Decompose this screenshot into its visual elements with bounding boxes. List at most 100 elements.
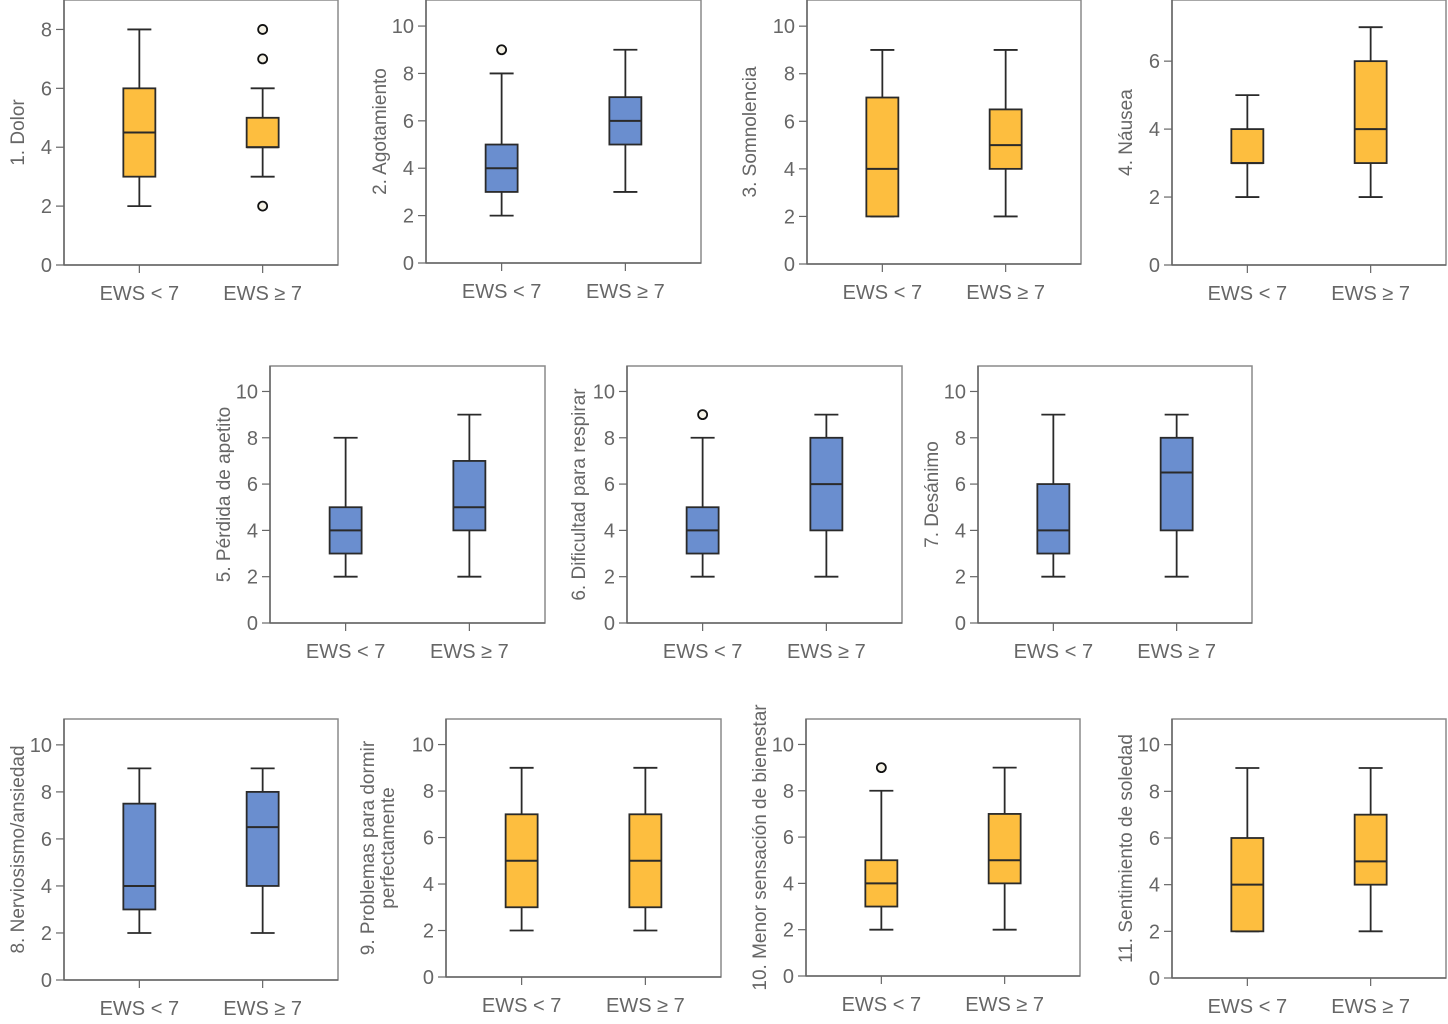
x-tick-label: EWS ≥ 7: [1137, 641, 1216, 663]
x-tick-label: EWS < 7: [1208, 283, 1287, 305]
y-tick-label: 10: [236, 381, 258, 403]
y-tick-label: 4: [41, 876, 52, 898]
x-tick-label: EWS ≥ 7: [1331, 996, 1410, 1018]
y-tick-label: 4: [423, 874, 434, 896]
y-tick-label: 10: [944, 381, 966, 403]
y-tick-label: 6: [604, 474, 615, 496]
x-tick-label: EWS ≥ 7: [787, 641, 866, 663]
outlier-point: [257, 53, 269, 65]
box-ews-lt-7: [1230, 94, 1265, 198]
y-tick-label: 8: [955, 428, 966, 450]
y-tick-label: 8: [41, 782, 52, 804]
plot-frame: [805, 718, 1081, 977]
y-tick-label: 2: [784, 206, 795, 228]
y-tick-label: 8: [41, 19, 52, 41]
y-tick-label: 2: [783, 920, 794, 942]
x-tick-label: EWS ≥ 7: [223, 283, 302, 305]
panel-5: 0 2 4 6 8 105. Pérdida de apetito EWS < 7 EWS ≥…: [214, 365, 546, 663]
y-tick-label: 4: [247, 520, 258, 542]
plot-frame: [977, 365, 1253, 624]
box-ews-lt-7: [1036, 413, 1071, 578]
y-tick-label: 6: [41, 829, 52, 851]
box-ews-ge-7: [1159, 413, 1194, 578]
x-tick-label: EWS ≥ 7: [966, 282, 1045, 304]
panel-8: 0 2 4 6 8 108. Nerviosismo/ansiedad EWS < 7 EWS…: [8, 718, 339, 1020]
y-tick-label: 6: [1149, 51, 1160, 73]
x-tick-label: EWS < 7: [306, 641, 385, 663]
y-tick-label: 2: [604, 567, 615, 589]
y-tick-label: 2: [403, 206, 414, 228]
y-tick-label: 10: [593, 381, 615, 403]
y-tick-label: 8: [604, 428, 615, 450]
outlier-point: [875, 762, 887, 774]
y-tick-label: 4: [41, 137, 52, 159]
y-tick-label: 2: [41, 923, 52, 945]
y-tick-label: 0: [247, 613, 258, 635]
y-tick-label: 10: [30, 735, 52, 757]
box-ews-ge-7: [608, 48, 643, 193]
x-tick-label: EWS < 7: [100, 998, 179, 1020]
y-axis-label: 6. Dificultad para respirar: [569, 388, 590, 601]
y-tick-label: 4: [1149, 875, 1160, 897]
box-ews-lt-7: [685, 409, 720, 578]
y-tick-label: 6: [423, 828, 434, 850]
plot-frame: [806, 0, 1082, 265]
box-ews-ge-7: [245, 767, 280, 934]
panel-6: 0 2 4 6 8 106. Dificultad para respirar EWS < …: [569, 365, 903, 663]
y-tick-label: 8: [784, 64, 795, 86]
outlier-point: [496, 44, 508, 56]
y-tick-label: 10: [392, 16, 414, 38]
box-ews-lt-7: [1230, 767, 1265, 933]
y-axis-label: 5. Pérdida de apetito: [214, 407, 235, 582]
plot-frame: [1171, 0, 1447, 266]
box-ews-lt-7: [865, 49, 900, 218]
y-tick-label: 0: [423, 967, 434, 989]
panel-1: 0 2 4 6 8 1. Dolor EWS < 7 EWS ≥ 7: [8, 0, 339, 305]
y-tick-label: 0: [604, 613, 615, 635]
y-axis-label: 4. Náusea: [1116, 89, 1137, 176]
y-tick-label: 0: [403, 253, 414, 275]
y-axis-label: 8. Nerviosismo/ansiedad: [8, 745, 29, 953]
box-ews-ge-7: [452, 413, 487, 578]
y-axis-label: 3. Somnolencia: [740, 66, 761, 197]
outlier-point: [257, 24, 269, 35]
x-tick-label: EWS < 7: [843, 282, 922, 304]
y-axis-label: perfectamente: [378, 787, 399, 908]
y-tick-label: 2: [41, 196, 52, 218]
y-tick-label: 10: [773, 16, 795, 38]
plot-frame: [425, 0, 702, 264]
y-tick-label: 0: [41, 255, 52, 277]
y-tick-label: 4: [955, 520, 966, 542]
y-tick-label: 10: [1138, 735, 1160, 757]
iqr-box: [1159, 436, 1194, 532]
panel-3: 0 2 4 6 8 10 3. Somnolencia EWS < 7 EWS ≥ 7: [740, 0, 1082, 304]
y-tick-label: 4: [403, 158, 414, 180]
iqr-box: [1353, 813, 1388, 886]
y-tick-label: 0: [1149, 255, 1160, 277]
x-tick-label: EWS < 7: [1014, 641, 1093, 663]
iqr-box: [987, 813, 1022, 885]
y-tick-label: 2: [247, 567, 258, 589]
plot-frame: [269, 365, 546, 624]
iqr-box: [865, 96, 900, 218]
x-tick-label: EWS ≥ 7: [965, 994, 1044, 1016]
y-tick-label: 0: [955, 613, 966, 635]
y-tick-label: 8: [403, 63, 414, 85]
x-tick-label: EWS < 7: [842, 994, 921, 1016]
y-axis-label: 1. Dolor: [8, 99, 29, 166]
box-ews-ge-7: [809, 413, 844, 578]
box-ews-lt-7: [122, 767, 157, 934]
y-tick-label: 6: [247, 474, 258, 496]
y-axis-label: 11. Sentimiento de soledad: [1116, 734, 1137, 963]
y-tick-label: 6: [955, 474, 966, 496]
x-tick-label: EWS ≥ 7: [586, 281, 665, 303]
y-tick-label: 0: [41, 970, 52, 992]
x-tick-label: EWS < 7: [462, 281, 541, 303]
x-tick-label: EWS ≥ 7: [1331, 283, 1410, 305]
y-tick-label: 10: [412, 735, 434, 757]
y-tick-label: 0: [784, 254, 795, 276]
iqr-box: [1036, 483, 1071, 555]
box-ews-ge-7: [1353, 26, 1388, 198]
